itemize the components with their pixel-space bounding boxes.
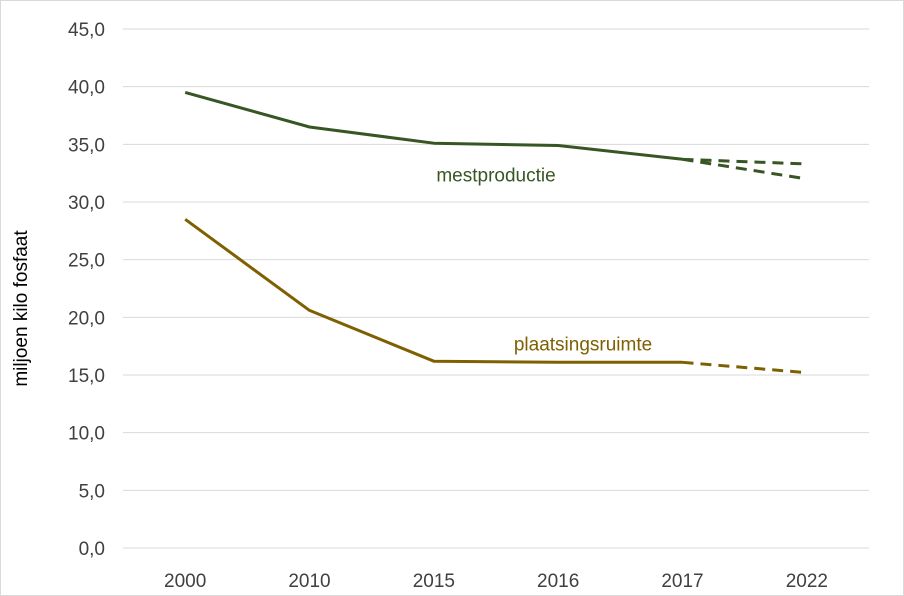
projection-line-mestproductie — [682, 157, 807, 166]
series-label-mestproductie: mestproductie — [436, 165, 555, 186]
y-tick-label: 5,0 — [79, 481, 105, 502]
x-tick-label: 2015 — [413, 571, 455, 592]
projection-line-mestproductie — [682, 157, 808, 181]
series-labels: mestproductie plaatsingsruimte — [436, 165, 652, 355]
x-tick-label: 2000 — [164, 571, 206, 592]
x-axis-tick-labels: 2000 2010 2015 2016 2017 2022 — [164, 571, 828, 592]
y-tick-label: 30,0 — [68, 193, 105, 214]
y-tick-label: 25,0 — [68, 251, 105, 272]
y-tick-label: 10,0 — [68, 424, 105, 445]
series-line-mestproductie — [184, 90, 683, 161]
y-tick-label: 40,0 — [68, 78, 105, 99]
x-tick-label: 2010 — [288, 571, 330, 592]
series-lines — [184, 90, 808, 375]
series-label-plaatsingsruimte: plaatsingsruimte — [514, 334, 652, 355]
y-tick-label: 20,0 — [68, 308, 105, 329]
series-line-plaatsingsruimte — [184, 218, 683, 364]
y-tick-label: 35,0 — [68, 135, 105, 156]
y-tick-label: 45,0 — [68, 20, 105, 41]
projection-line-plaatsingsruimte — [682, 360, 807, 375]
gridlines — [123, 28, 869, 549]
x-tick-label: 2017 — [661, 571, 703, 592]
y-axis-title: miljoen kilo fosfaat — [11, 230, 32, 387]
y-axis-tick-labels: 0,0 5,0 10,0 15,0 20,0 25,0 30,0 35,0 40,0 45,0 — [68, 20, 105, 560]
x-tick-label: 2022 — [786, 571, 828, 592]
x-tick-label: 2016 — [537, 571, 579, 592]
y-tick-label: 0,0 — [79, 539, 105, 560]
y-tick-label: 15,0 — [68, 366, 105, 387]
